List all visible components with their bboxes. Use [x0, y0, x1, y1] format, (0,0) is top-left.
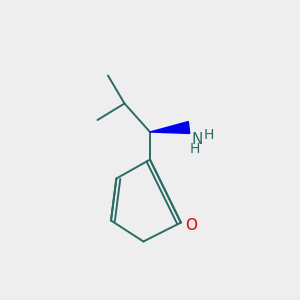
Text: H: H [203, 128, 214, 142]
Text: N: N [192, 132, 203, 147]
Polygon shape [150, 122, 190, 134]
Text: O: O [185, 218, 197, 233]
Text: H: H [190, 142, 200, 156]
